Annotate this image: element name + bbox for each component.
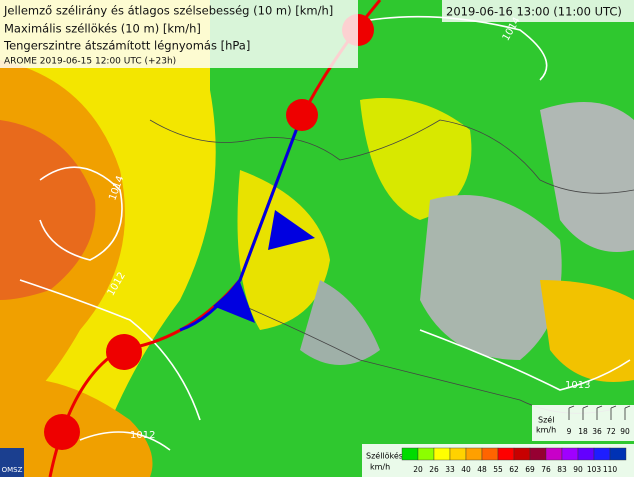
- gust-area: [237, 170, 330, 330]
- wind-barb: [582, 405, 589, 409]
- header-line: Tengerszintre átszámított légnyomás [hPa…: [3, 39, 250, 53]
- gust-tick-label: 48: [477, 465, 487, 474]
- logo-box: [0, 448, 24, 477]
- gust-tick-label: 110: [603, 465, 618, 474]
- wind-legend-title: Szél: [538, 415, 554, 425]
- gust-swatch: [529, 447, 547, 461]
- gust-swatch: [513, 447, 531, 461]
- gust-legend-unit: km/h: [370, 463, 390, 472]
- gust-swatch: [593, 447, 611, 461]
- wind-tick-label: 18: [578, 427, 588, 436]
- gust-swatch: [561, 447, 579, 461]
- gust-area: [0, 120, 96, 300]
- gust-tick-label: 90: [573, 465, 583, 474]
- wind-tick-label: 9: [567, 427, 572, 436]
- front-symbols: [213, 210, 315, 323]
- gust-swatch: [449, 447, 467, 461]
- gust-tick-label: 26: [429, 465, 439, 474]
- gust-area: [540, 280, 634, 382]
- calm-area: [420, 195, 562, 360]
- datetime: 2019-06-16 13:00 (11:00 UTC): [446, 5, 622, 19]
- gust-swatch: [609, 447, 627, 461]
- wind-barb: [596, 405, 603, 409]
- wind-barb: [624, 405, 631, 409]
- gust-swatch: [497, 447, 515, 461]
- header-line: AROME 2019-06-15 12:00 UTC (+23h): [4, 57, 176, 67]
- gust-tick-label: 20: [413, 465, 423, 474]
- isobar-label: 1012: [130, 430, 155, 441]
- cold-front: [179, 119, 302, 332]
- gust-tick-label: 55: [493, 465, 503, 474]
- gust-tick-label: 103: [587, 465, 602, 474]
- gust-swatch: [545, 447, 563, 461]
- gust-area: [360, 98, 472, 220]
- gust-swatch: [465, 447, 483, 461]
- calm-area: [540, 102, 634, 252]
- isobars: [19, 15, 631, 451]
- gust-swatch: [417, 447, 435, 461]
- header-box: [0, 0, 358, 68]
- wind-tick-label: 72: [606, 427, 616, 436]
- gust-swatch: [577, 447, 595, 461]
- wind-legend-unit: km/h: [536, 426, 556, 435]
- wind-tick-label: 36: [592, 427, 602, 436]
- logo: OMSZ: [2, 466, 23, 474]
- wind-barb: [568, 405, 575, 409]
- calm-area: [300, 280, 380, 365]
- gust-tick-label: 83: [557, 465, 567, 474]
- datetime-box: [442, 0, 634, 22]
- gust-tick-label: 33: [445, 465, 455, 474]
- gust-tick-label: 69: [525, 465, 535, 474]
- header-line: Maximális széllökés (10 m) [km/h]: [4, 22, 201, 36]
- gust-tick-label: 40: [461, 465, 471, 474]
- header-line: Jellemző szélirány és átlagos szélsebess…: [3, 4, 333, 18]
- gust-swatch: [401, 447, 419, 461]
- gust-tick-label: 62: [509, 465, 519, 474]
- wind-tick-label: 90: [620, 427, 630, 436]
- gust-swatch: [481, 447, 499, 461]
- isobar-label: 1013: [565, 380, 590, 391]
- gust-legend-title: Széllökés: [366, 451, 403, 461]
- gust-swatch: [433, 447, 451, 461]
- wind-barb: [610, 405, 617, 409]
- gust-tick-label: 76: [541, 465, 551, 474]
